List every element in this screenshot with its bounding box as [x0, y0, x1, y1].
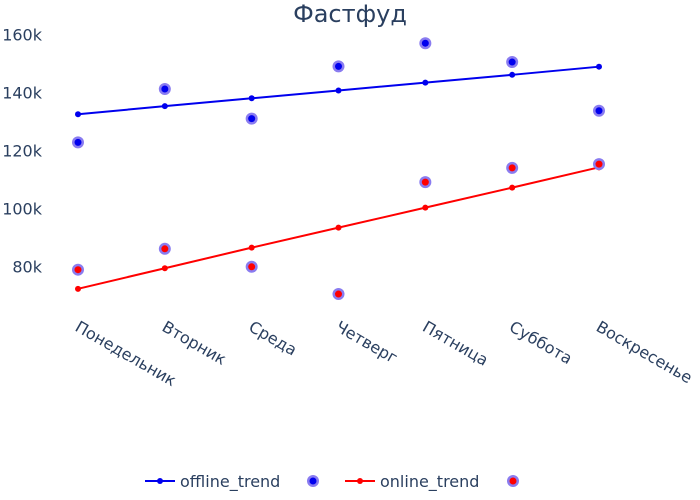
legend-marker [509, 477, 517, 485]
plot-area [72, 37, 605, 301]
scatter-point-core [421, 39, 429, 47]
x-tick-label: Пятница [419, 317, 491, 370]
line-point [335, 224, 342, 231]
scatter-point-core [508, 58, 516, 66]
y-tick-label: 80k [12, 258, 42, 277]
line-point [422, 79, 429, 86]
scatter-point-core [74, 266, 82, 274]
line-point [161, 103, 168, 110]
scatter-point [506, 161, 519, 174]
scatter-point-core [335, 290, 342, 298]
scatter-point-core [421, 178, 429, 186]
scatter-series-3 [72, 158, 605, 301]
scatter-point-core [161, 85, 169, 93]
scatter-point [158, 242, 171, 255]
x-tick-label: Среда [246, 317, 301, 359]
line-point [248, 244, 255, 251]
legend-item[interactable] [307, 475, 319, 487]
x-tick-label: Четверг [333, 317, 401, 367]
scatter-point [158, 83, 171, 96]
line-point [75, 285, 81, 292]
scatter-point [245, 260, 258, 273]
legend-marker [357, 478, 363, 484]
legend-marker [157, 478, 163, 484]
scatter-point-core [508, 164, 516, 172]
chart-title: Фастфуд [293, 0, 407, 28]
scatter-point [506, 56, 519, 69]
y-tick-label: 100k [2, 200, 43, 219]
scatter-point-core [595, 107, 603, 115]
x-tick-label: Воскресенье [593, 317, 696, 387]
line-point [509, 184, 516, 191]
scatter-point [332, 60, 345, 73]
scatter-point-core [335, 62, 342, 70]
y-axis: 80k 100k 120k 140k 160k [2, 26, 43, 277]
legend-label: online_trend [380, 472, 479, 492]
scatter-point-core [248, 115, 256, 123]
scatter-point [419, 37, 432, 50]
scatter-series-1 [72, 37, 605, 149]
scatter-point-core [248, 263, 256, 271]
offline_trend-series-0 [75, 63, 602, 118]
scatter-point-core [595, 160, 603, 168]
legend-item[interactable]: offline_trend [145, 472, 280, 492]
x-tick-label: Вторник [159, 317, 230, 369]
line-point [161, 265, 168, 272]
scatter-point [419, 176, 432, 189]
legend-item[interactable] [507, 475, 519, 487]
line-point [75, 111, 81, 118]
legend-item[interactable]: online_trend [345, 472, 479, 492]
online_trend-series-2 [75, 164, 602, 292]
scatter-point [332, 288, 345, 301]
line-point [596, 63, 602, 70]
scatter-point [245, 112, 258, 125]
scatter-point [72, 136, 84, 149]
line-point [335, 87, 342, 94]
line-point [422, 204, 429, 211]
legend-marker [309, 477, 317, 485]
x-tick-label: Суббота [506, 317, 576, 368]
scatter-point [72, 263, 84, 276]
y-tick-label: 160k [2, 26, 43, 45]
line-point [248, 95, 255, 102]
y-tick-label: 120k [2, 142, 43, 161]
line-point [509, 71, 516, 78]
y-tick-label: 140k [2, 84, 43, 103]
scatter-point-core [161, 245, 169, 253]
scatter-point-core [74, 138, 82, 146]
scatter-point [593, 158, 605, 171]
legend: offline_trend online_trend [145, 472, 519, 492]
legend-label: offline_trend [180, 472, 280, 492]
scatter-point [593, 104, 605, 117]
